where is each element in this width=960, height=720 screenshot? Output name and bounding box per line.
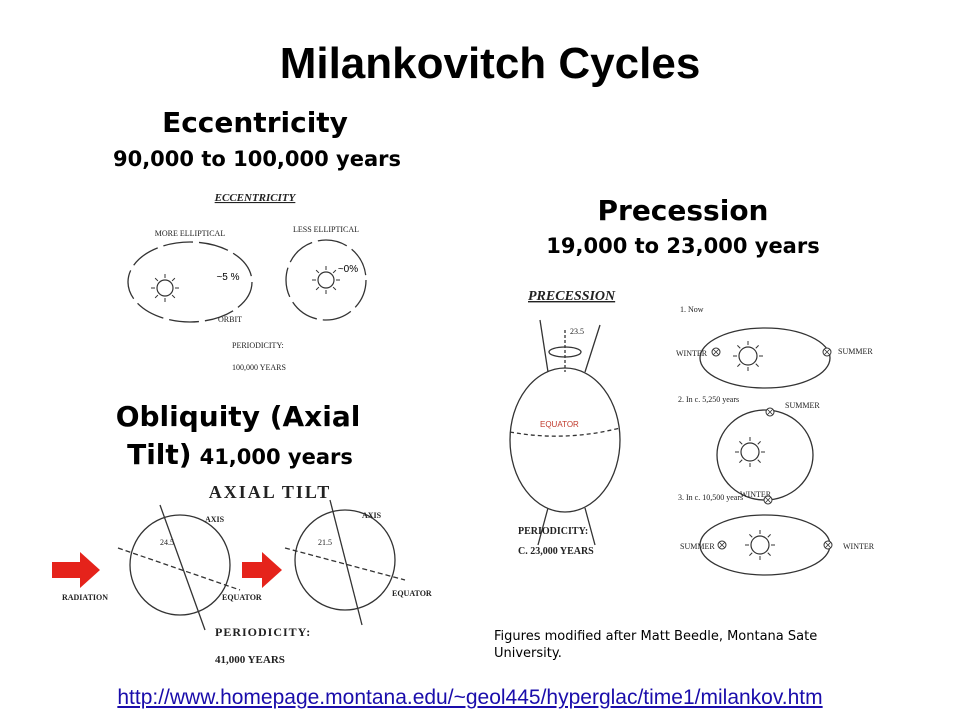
sun-ray xyxy=(332,286,337,291)
label: 23.5 xyxy=(570,327,584,336)
label: WINTER xyxy=(740,490,772,499)
heading: Eccentricity xyxy=(162,106,348,139)
earth-mark xyxy=(764,496,772,504)
earth-mark xyxy=(766,408,774,416)
label: 21.5 xyxy=(318,538,332,547)
label: SUMMER xyxy=(838,347,873,356)
sun xyxy=(750,535,770,555)
sun-ray xyxy=(737,345,741,349)
figure-title: PRECESSION xyxy=(528,289,616,304)
label: AXIS xyxy=(362,511,382,520)
label: SUMMER xyxy=(680,542,715,551)
sun-ray xyxy=(757,441,761,445)
sun xyxy=(317,271,335,289)
label: 2. In c. 5,250 years xyxy=(678,395,739,404)
sun-ray xyxy=(315,286,320,291)
axis xyxy=(537,319,601,546)
label: PERIODICITY: xyxy=(232,341,284,350)
period: 19,000 to 23,000 years xyxy=(546,234,819,258)
label: 100,000 YEARS xyxy=(232,363,286,372)
globe xyxy=(509,367,621,513)
sun xyxy=(738,346,758,366)
precession-figure: PRECESSION 23.5 EQUATOR PERIODICITY: C. … xyxy=(509,289,875,576)
sun-ray xyxy=(171,294,176,299)
sun-ray xyxy=(332,269,337,274)
credit: Figures modified after Matt Beedle, Mont… xyxy=(494,629,818,661)
heading: Precession xyxy=(597,194,768,227)
source-link[interactable]: http://www.homepage.montana.edu/~geol445… xyxy=(117,686,823,709)
eccentricity-figure: ECCENTRICITY MORE ELLIPTICAL LESS ELLIPT… xyxy=(127,192,367,372)
label: SUMMER xyxy=(785,401,820,410)
label: PERIODICITY: xyxy=(518,526,588,537)
arrow xyxy=(52,552,100,588)
sun-ray xyxy=(749,534,753,538)
label: 41,000 YEARS xyxy=(215,654,285,666)
sun-ray xyxy=(154,294,159,299)
orbit xyxy=(699,327,831,389)
earth-mark xyxy=(718,541,726,549)
earth-mark xyxy=(712,348,720,356)
globe xyxy=(129,514,231,616)
label: RADIATION xyxy=(62,593,108,602)
figure-title: AXIAL TILT xyxy=(209,482,332,502)
sun-ray xyxy=(739,441,743,445)
label: 1. Now xyxy=(680,305,704,314)
orbit xyxy=(716,409,814,501)
earth-mark xyxy=(823,348,831,356)
sun-ray xyxy=(749,552,753,556)
period: 90,000 to 100,000 years xyxy=(113,147,401,171)
sun xyxy=(740,442,760,462)
value: ~5 % xyxy=(216,272,239,283)
sun-ray xyxy=(154,277,159,282)
label: AXIS xyxy=(205,515,225,524)
sun xyxy=(156,279,174,297)
label: PERIODICITY: xyxy=(215,625,311,639)
sun-ray xyxy=(737,363,741,367)
orbit xyxy=(285,239,367,321)
label: WINTER xyxy=(676,349,708,358)
label: C. 23,000 YEARS xyxy=(518,546,594,557)
label: WINTER xyxy=(843,542,875,551)
label: 3. In c. 10,500 years xyxy=(678,493,743,502)
title: Milankovitch Cycles xyxy=(280,39,701,88)
equator xyxy=(509,427,621,437)
label: EQUATOR xyxy=(222,593,262,602)
heading-line: Tilt) 41,000 years xyxy=(127,438,353,471)
label: LESS ELLIPTICAL xyxy=(293,225,359,234)
label: MORE ELLIPTICAL xyxy=(155,229,226,238)
sun-ray xyxy=(739,459,743,463)
axis xyxy=(159,504,206,631)
sun-ray xyxy=(315,269,320,274)
orbit xyxy=(127,241,253,323)
sun-ray xyxy=(755,363,759,367)
label: ORBIT xyxy=(218,315,242,324)
figure-title: ECCENTRICITY xyxy=(214,192,297,204)
arrow xyxy=(242,552,282,588)
sun-ray xyxy=(767,534,771,538)
label: EQUATOR xyxy=(392,589,432,598)
sun-ray xyxy=(757,459,761,463)
equator xyxy=(117,547,241,591)
heading: Tilt) xyxy=(127,438,191,471)
heading: Obliquity (Axial xyxy=(116,400,361,433)
rotation xyxy=(548,346,582,358)
obliquity-figure: AXIAL TILT RADIATION AXIS 24.5 EQUATOR A… xyxy=(52,482,432,666)
axis xyxy=(329,499,363,626)
earth-mark xyxy=(824,541,832,549)
sun-ray xyxy=(171,277,176,282)
value: ~0% xyxy=(338,264,358,275)
sun-ray xyxy=(767,552,771,556)
label: EQUATOR xyxy=(540,420,579,429)
globe xyxy=(294,509,396,611)
sun-ray xyxy=(755,345,759,349)
period: 41,000 years xyxy=(200,445,353,469)
label: 24.5 xyxy=(160,538,174,547)
equator xyxy=(284,547,406,581)
